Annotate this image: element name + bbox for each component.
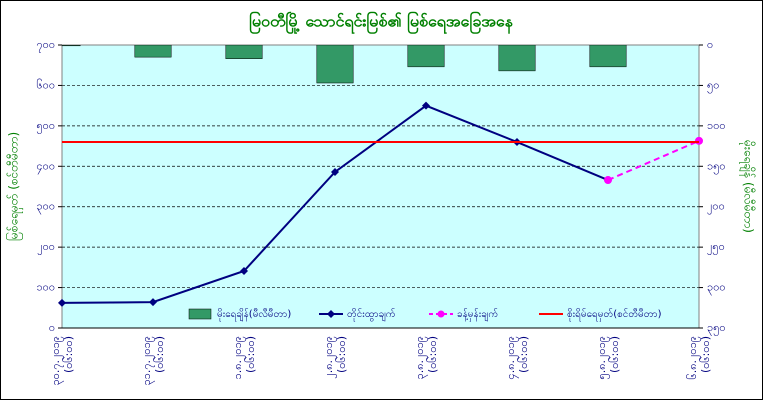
legend-marker xyxy=(327,310,335,318)
line xyxy=(607,139,700,181)
marker xyxy=(695,136,703,145)
x-tick-label: ၃၀.၇.၂၀၁၉(၀၆:၀၀) xyxy=(49,336,75,386)
y2-tick-label: ၃၅၀ xyxy=(707,321,726,336)
x-tick-label: ၁.၈.၂၀၁၉(၀၆:၀၀) xyxy=(231,336,257,379)
x-tick-line: (၀၆:၀၀) xyxy=(699,336,712,373)
x-tick-label: ၆.၈.၂၀၁၉(၀၆:၀၀) xyxy=(686,336,712,379)
marker xyxy=(240,266,248,275)
bar xyxy=(62,45,81,47)
marker xyxy=(604,176,612,185)
y2-tick-label: ၂၀၀ xyxy=(707,200,725,215)
y-tick-label: ၄၀၀ xyxy=(36,159,55,174)
y2-axis-label: မိုးရေချိန် (မီလီမီတာ) xyxy=(739,140,757,233)
x-tick-label: ၄.၈.၂၀၁၉(၀၆:၀၀) xyxy=(504,336,530,379)
legend-label: စိုးရိမ်ရေမှတ်(စင်တီမီတာ) xyxy=(567,307,662,322)
bar xyxy=(134,45,172,58)
plot-area xyxy=(61,44,700,329)
y2-tick-label: ၅၀ xyxy=(707,78,719,93)
y-tick-label: ၂၀၀ xyxy=(37,240,55,255)
x-tick-line: ၃၀.၇.၂၀၁၉ xyxy=(49,336,64,386)
x-tick-line: ၃၁.၇.၂၀၁၉ xyxy=(140,336,155,386)
x-tick-line: (၀၆:၀၀) xyxy=(517,336,530,373)
x-tick-line: (၀၆:၀၀) xyxy=(608,336,621,373)
marker xyxy=(422,101,430,110)
x-tick-line: ၄.၈.၂၀၁၉ xyxy=(504,336,519,379)
bar xyxy=(498,45,536,72)
y2-tick-label: ၀ xyxy=(707,38,713,51)
y-tick-label: ၃၀၀ xyxy=(36,200,55,215)
x-tick-line: ၃.၈.၂၀၁၉ xyxy=(413,336,428,379)
marker xyxy=(58,298,66,307)
legend-label: ခန့်မှန်းချက် xyxy=(457,307,498,322)
y2-tick-label: ၁၀၀ xyxy=(707,119,726,132)
x-tick-line: ၂.၈.၂၀၁၉ xyxy=(322,336,337,379)
x-tick-line: ၆.၈.၂၀၁၉ xyxy=(686,336,701,379)
legend-label: မိုးရေချိန်(မီလီမီတာ) xyxy=(217,307,291,322)
y-tick-label: ၅၀၀ xyxy=(36,119,55,134)
x-tick-line: ၅.၈.၂၀၁၉ xyxy=(595,336,610,379)
x-tick-label: ၃၁.၇.၂၀၁၉(၀၆:၀၀) xyxy=(140,336,166,386)
y2-tick-label: ၂၅၀ xyxy=(707,240,725,255)
x-tick-line: (၀၆:၀၀) xyxy=(335,336,348,373)
bar xyxy=(316,45,354,84)
y-tick-label: ၀ xyxy=(49,321,55,334)
y-tick-label: ၇၀၀ xyxy=(36,38,55,53)
y2-tick-label: ၃၀၀ xyxy=(707,281,726,296)
y2-tick-label: ၁၅၀ xyxy=(707,159,726,174)
bar xyxy=(407,45,445,68)
x-tick-line: (၀၆:၀၀) xyxy=(62,336,75,373)
legend-marker xyxy=(437,310,445,318)
x-tick-line: (၀၆:၀၀) xyxy=(153,336,166,373)
y-axis-label: မြစ်ရေမှတ် (စင်တီမီတာ) xyxy=(5,132,24,241)
bar xyxy=(589,45,627,68)
x-tick-line: (၀၆:၀၀) xyxy=(244,336,257,373)
x-tick-label: ၃.၈.၂၀၁၉(၀၆:၀၀) xyxy=(413,336,439,379)
legend-label: တိုင်းထွာချက် xyxy=(347,307,396,322)
x-tick-line: (၀၆:၀၀) xyxy=(426,336,439,373)
x-tick-label: ၅.၈.၂၀၁၉(၀၆:၀၀) xyxy=(595,336,621,379)
marker xyxy=(149,298,157,307)
y-tick-label: ၁၀၀ xyxy=(36,281,55,294)
x-tick-label: ၂.၈.၂၀၁၉(၀၆:၀၀) xyxy=(322,336,348,379)
marker xyxy=(331,167,339,176)
legend-swatch xyxy=(188,308,212,320)
bar xyxy=(225,45,263,59)
y-tick-label: ၆၀၀ xyxy=(36,78,55,91)
x-tick-line: ၁.၈.၂၀၁၉ xyxy=(231,336,246,379)
